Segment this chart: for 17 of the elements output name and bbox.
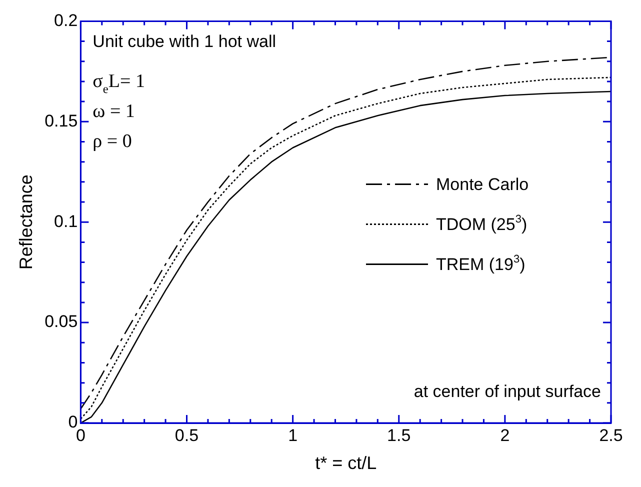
x-axis-title: t* = ct/L — [315, 453, 377, 474]
annotation: ω = 1 — [92, 101, 135, 122]
annotation: at center of input surface — [414, 382, 601, 401]
y-tick-label: 0.1 — [54, 212, 78, 231]
x-tick-label: 2.5 — [599, 426, 623, 445]
y-tick-label: 0.05 — [44, 312, 78, 332]
x-tick-label: 1.5 — [387, 426, 411, 445]
x-tick-label: 0.5 — [174, 426, 199, 445]
legend-label: Monte Carlo — [436, 175, 529, 194]
annotation: Unit cube with 1 hot wall — [92, 32, 276, 52]
y-tick-label: 0.15 — [44, 111, 78, 130]
y-axis-title: Reflectance — [16, 174, 36, 270]
y-tick-label: 0.2 — [54, 10, 78, 30]
x-tick-label: 1 — [288, 426, 298, 445]
x-tick-label: 2 — [500, 426, 510, 445]
annotation: ρ = 0 — [92, 131, 132, 152]
y-tick-label: 0 — [68, 412, 78, 432]
